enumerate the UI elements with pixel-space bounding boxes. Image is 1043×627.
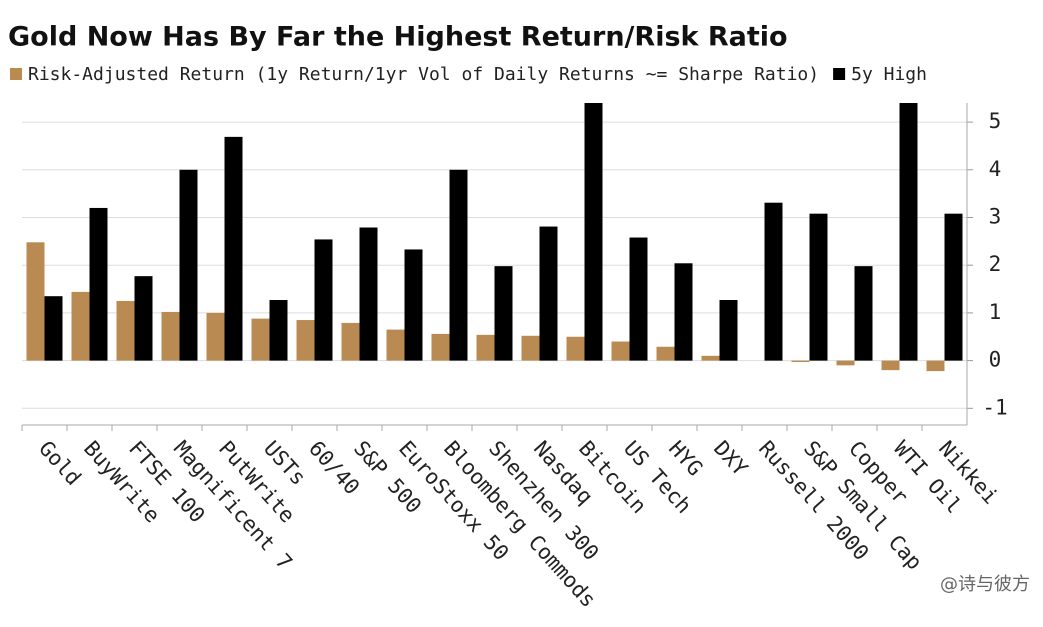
- watermark: @诗与彼方: [940, 574, 1030, 595]
- bar: [224, 136, 243, 361]
- bar: [656, 346, 675, 361]
- bar: [71, 291, 90, 361]
- bar: [89, 207, 108, 361]
- bar: [584, 103, 603, 361]
- bar: [206, 312, 225, 361]
- bar: [179, 169, 198, 361]
- y-tick-label: 3: [989, 204, 1002, 228]
- bar: [314, 239, 333, 361]
- legend-swatch: [10, 68, 22, 80]
- bar: [881, 360, 900, 371]
- bar: [926, 360, 945, 372]
- bar: [116, 300, 135, 361]
- bar: [719, 300, 738, 361]
- y-tick-label: 4: [989, 157, 1002, 181]
- bar: [341, 322, 360, 361]
- bar: [449, 169, 468, 361]
- bar: [386, 329, 405, 361]
- bar: [44, 296, 63, 361]
- legend-label: Risk-Adjusted Return (1y Return/1yr Vol …: [28, 64, 819, 85]
- y-tick-label: 1: [989, 300, 1002, 324]
- bar: [611, 341, 630, 361]
- bar: [701, 355, 720, 361]
- bar: [404, 249, 423, 361]
- bar: [791, 360, 810, 363]
- bar: [836, 360, 855, 366]
- legend-label: 5y High: [851, 64, 927, 85]
- bar: [476, 334, 495, 361]
- bar: [899, 103, 918, 361]
- y-tick-label: 0: [989, 348, 1002, 372]
- chart-title: Gold Now Has By Far the Highest Return/R…: [8, 22, 788, 53]
- y-tick-label: 5: [989, 109, 1002, 133]
- bar: [494, 266, 513, 361]
- bar: [161, 311, 180, 361]
- y-tick-label: 2: [989, 252, 1002, 276]
- bar: [359, 227, 378, 361]
- bar: [251, 318, 270, 361]
- y-tick-label: -1: [982, 395, 1007, 419]
- bar: [296, 320, 315, 361]
- bar: [539, 226, 558, 361]
- bar: [629, 237, 648, 361]
- bar: [674, 263, 693, 361]
- bar: [809, 213, 828, 361]
- bar: [26, 242, 45, 361]
- bar: [521, 335, 540, 361]
- bar: [854, 266, 873, 361]
- bar: [134, 276, 153, 361]
- bar: [764, 202, 783, 361]
- x-tick-label: Gold: [34, 436, 86, 490]
- legend-swatch: [833, 68, 846, 80]
- bar: [269, 300, 288, 361]
- bar: [566, 336, 585, 361]
- bar: [944, 213, 963, 361]
- x-tick-label: DXY: [709, 436, 752, 481]
- bar: [431, 333, 450, 361]
